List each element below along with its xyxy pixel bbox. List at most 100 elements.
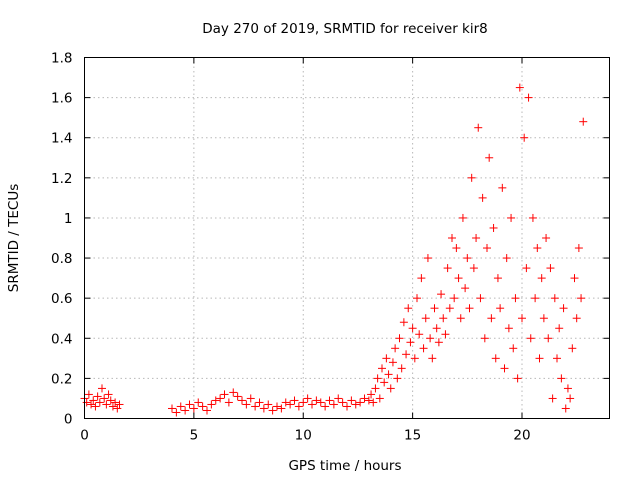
data-point bbox=[513, 374, 522, 383]
data-point bbox=[312, 396, 321, 405]
data-point bbox=[465, 304, 474, 313]
data-point bbox=[542, 234, 551, 242]
data-point bbox=[577, 294, 586, 303]
data-point bbox=[334, 394, 343, 403]
data-point bbox=[255, 398, 264, 407]
x-tick-label: 15 bbox=[404, 428, 421, 444]
data-point bbox=[375, 394, 384, 403]
data-point bbox=[526, 334, 535, 343]
data-point bbox=[498, 183, 507, 192]
data-point bbox=[518, 314, 526, 323]
data-point bbox=[426, 334, 435, 343]
data-point bbox=[432, 324, 441, 333]
data-point bbox=[568, 344, 577, 353]
data-point bbox=[546, 264, 555, 273]
y-tick-label: 1.8 bbox=[51, 51, 72, 67]
y-tick-label: 1.6 bbox=[51, 91, 72, 107]
data-point bbox=[511, 294, 520, 303]
data-point bbox=[491, 354, 500, 363]
data-point bbox=[437, 290, 446, 299]
data-point bbox=[299, 398, 308, 407]
data-point bbox=[113, 404, 122, 413]
data-point bbox=[321, 402, 330, 411]
data-point bbox=[561, 404, 570, 413]
data-point bbox=[476, 294, 485, 303]
data-point bbox=[430, 304, 439, 313]
data-point bbox=[410, 354, 419, 363]
data-point bbox=[419, 344, 428, 353]
data-point bbox=[522, 264, 531, 273]
data-point bbox=[364, 396, 373, 405]
data-point bbox=[369, 398, 378, 407]
data-point bbox=[98, 384, 106, 393]
data-point bbox=[251, 402, 260, 411]
data-point bbox=[100, 394, 109, 403]
data-point bbox=[553, 354, 561, 363]
data-points bbox=[80, 83, 588, 417]
data-point bbox=[441, 330, 450, 339]
data-point bbox=[395, 334, 404, 343]
data-point bbox=[487, 314, 496, 323]
data-point bbox=[496, 304, 505, 313]
data-point bbox=[423, 254, 432, 263]
data-point bbox=[198, 402, 207, 411]
data-point bbox=[391, 344, 400, 353]
data-point bbox=[351, 400, 360, 409]
y-tick-label: 0.4 bbox=[51, 331, 72, 347]
data-point bbox=[238, 396, 246, 405]
data-point bbox=[463, 254, 472, 263]
data-point bbox=[417, 274, 426, 283]
data-point bbox=[531, 294, 540, 303]
x-tick-label: 5 bbox=[190, 428, 199, 444]
data-point bbox=[220, 390, 229, 399]
data-point bbox=[439, 314, 448, 323]
data-point bbox=[507, 213, 516, 222]
chart-title: Day 270 of 2019, SRMTID for receiver kir… bbox=[202, 21, 488, 37]
data-point bbox=[207, 400, 216, 409]
data-point bbox=[450, 294, 459, 303]
data-point bbox=[360, 394, 369, 403]
data-point bbox=[399, 318, 408, 327]
data-point bbox=[91, 402, 100, 411]
data-point bbox=[373, 374, 382, 383]
data-point bbox=[515, 83, 524, 92]
data-point bbox=[176, 402, 185, 411]
y-tick-label: 1 bbox=[64, 211, 73, 227]
y-tick-label: 0.2 bbox=[51, 371, 72, 387]
data-point bbox=[111, 398, 120, 407]
data-point bbox=[520, 133, 529, 142]
data-point bbox=[555, 324, 564, 333]
data-point bbox=[452, 244, 461, 253]
data-point bbox=[82, 398, 91, 407]
data-point bbox=[572, 314, 581, 323]
y-axis-label: SRMTID / TECUs bbox=[6, 184, 22, 292]
data-point bbox=[388, 358, 397, 367]
data-point bbox=[448, 234, 456, 242]
x-tick-label: 0 bbox=[80, 428, 89, 444]
data-point bbox=[509, 344, 518, 353]
data-point bbox=[504, 324, 513, 333]
data-point bbox=[413, 294, 421, 303]
data-point bbox=[89, 396, 98, 405]
data-point bbox=[393, 374, 402, 383]
y-tick-label: 1.4 bbox=[51, 131, 72, 147]
data-point bbox=[268, 406, 277, 415]
data-point bbox=[93, 392, 102, 401]
data-point bbox=[95, 398, 104, 407]
data-point bbox=[472, 234, 481, 242]
data-point bbox=[467, 173, 476, 182]
data-point bbox=[224, 398, 233, 407]
data-point bbox=[469, 264, 478, 273]
data-point bbox=[406, 338, 415, 347]
data-point bbox=[408, 324, 417, 333]
data-point bbox=[445, 304, 454, 313]
grid-lines bbox=[84, 57, 610, 419]
data-point bbox=[273, 402, 281, 411]
data-point bbox=[378, 364, 386, 373]
data-point bbox=[233, 392, 242, 401]
plot-frame bbox=[84, 57, 610, 419]
y-tick-label: 0 bbox=[64, 412, 73, 428]
data-point bbox=[203, 406, 211, 415]
data-point bbox=[259, 404, 268, 413]
